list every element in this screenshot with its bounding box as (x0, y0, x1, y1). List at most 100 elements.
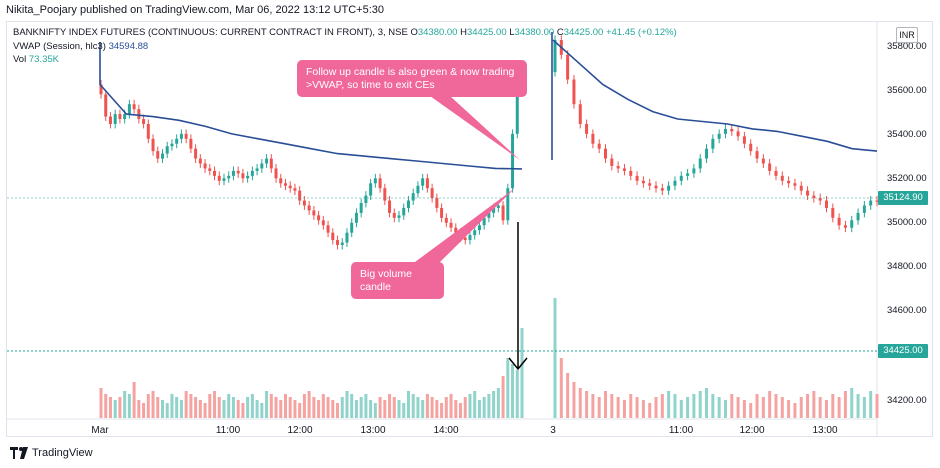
volume-bar (156, 397, 160, 418)
callout-top-pointer (430, 96, 520, 160)
candle-body (449, 222, 453, 228)
high-label: H (460, 27, 467, 38)
down-arrow-head (508, 357, 528, 371)
candle-body (515, 84, 519, 134)
volume-bar (616, 397, 620, 418)
volume-bar (241, 403, 245, 418)
close-value: 34425.00 (563, 27, 604, 38)
candle-body (184, 133, 188, 139)
volume-bar (123, 391, 127, 418)
y-tick-label: 35800.00 (887, 41, 927, 52)
candle-body (616, 165, 620, 169)
volume-bar (165, 403, 169, 418)
volume-bar (170, 394, 174, 418)
candle-body (359, 203, 363, 213)
volume-bar (388, 394, 392, 418)
candle-body (383, 188, 387, 201)
volume-bar (629, 394, 633, 418)
candle-body (749, 143, 753, 152)
callout-bottom-pointer (415, 188, 515, 262)
candle-body (679, 175, 683, 181)
candle-body (288, 185, 292, 189)
candle-body (869, 200, 873, 206)
candle-body (326, 225, 330, 233)
x-tick-label: 13:00 (812, 425, 837, 436)
footer: TradingView (10, 447, 93, 459)
candle-body (742, 136, 746, 144)
candle-body (208, 168, 212, 171)
volume-bar (780, 397, 784, 418)
volume-bar (99, 388, 103, 418)
volume-bar (566, 373, 570, 418)
candle-body (269, 158, 273, 169)
volume-bar (837, 397, 841, 418)
candle-body (477, 225, 481, 231)
candle-body (635, 175, 639, 181)
candle-body (298, 190, 302, 201)
volume-bar (673, 394, 677, 418)
volume-bar (482, 397, 486, 418)
volume-bar (856, 394, 860, 418)
volume-bar (717, 397, 721, 418)
candle-body (388, 200, 392, 213)
candle-body (345, 232, 349, 243)
volume-bar (468, 394, 472, 418)
volume-bar (425, 394, 429, 418)
volume-bar (761, 397, 765, 418)
candle-body (730, 128, 734, 132)
publisher-line: Nikita_Poojary published on TradingView.… (6, 4, 384, 16)
volume-bar (679, 400, 683, 418)
candle-body (331, 232, 335, 241)
volume-bar (501, 376, 505, 418)
volume-bar (283, 394, 287, 418)
volume-legend[interactable]: Vol 73.35K (13, 54, 59, 65)
volume-bar (378, 397, 382, 418)
volume-bar (359, 397, 363, 418)
volume-bar (591, 394, 595, 418)
volume-bar (487, 394, 491, 418)
candle-body (831, 207, 835, 218)
candle-body (137, 109, 141, 120)
volume-bar (559, 358, 563, 418)
candle-body (641, 180, 645, 184)
candle-body (194, 148, 198, 159)
candle-body (246, 175, 250, 179)
volume-bar (648, 403, 652, 418)
volume-bar (113, 400, 117, 418)
candle-body (127, 104, 131, 115)
candle-body (350, 222, 354, 233)
volume-bar (641, 400, 645, 418)
volume-bar (622, 400, 626, 418)
volume-bar (806, 394, 810, 418)
vwap-legend[interactable]: VWAP (Session, hlc3) 34594.88 (13, 41, 148, 52)
volume-bar (768, 391, 772, 418)
volume-bar (255, 400, 259, 418)
candle-body (610, 158, 614, 166)
volume-bar (459, 403, 463, 418)
chart-frame (6, 21, 933, 437)
candle-body (686, 173, 690, 176)
volume-bar (454, 400, 458, 418)
volume-bar (496, 388, 500, 418)
volume-bar (160, 400, 164, 418)
vwap-session-1 (99, 42, 523, 170)
volume-bar (208, 394, 212, 418)
volume-bar (711, 394, 715, 418)
volume-bar (585, 391, 589, 418)
volume-bar (742, 400, 746, 418)
candle-body (189, 138, 193, 149)
volume-bar (875, 394, 879, 418)
volume-bar (660, 394, 664, 418)
callout-top[interactable]: Follow up candle is also green & now tra… (297, 60, 527, 97)
volume-bar (260, 403, 264, 418)
callout-bottom[interactable]: Big volume candle (351, 262, 444, 299)
candle-body (585, 123, 589, 134)
x-axis-labels: Mar 11:00 12:00 13:00 14:00 3 11:00 12:00 13:00 (7, 22, 878, 436)
volume-bar (787, 400, 791, 418)
candle-body (369, 183, 373, 196)
volume-bar (402, 403, 406, 418)
candle-body (430, 188, 434, 199)
candle-body (705, 148, 709, 159)
volume-bar (449, 394, 453, 418)
currency-button[interactable]: INR (896, 27, 918, 43)
